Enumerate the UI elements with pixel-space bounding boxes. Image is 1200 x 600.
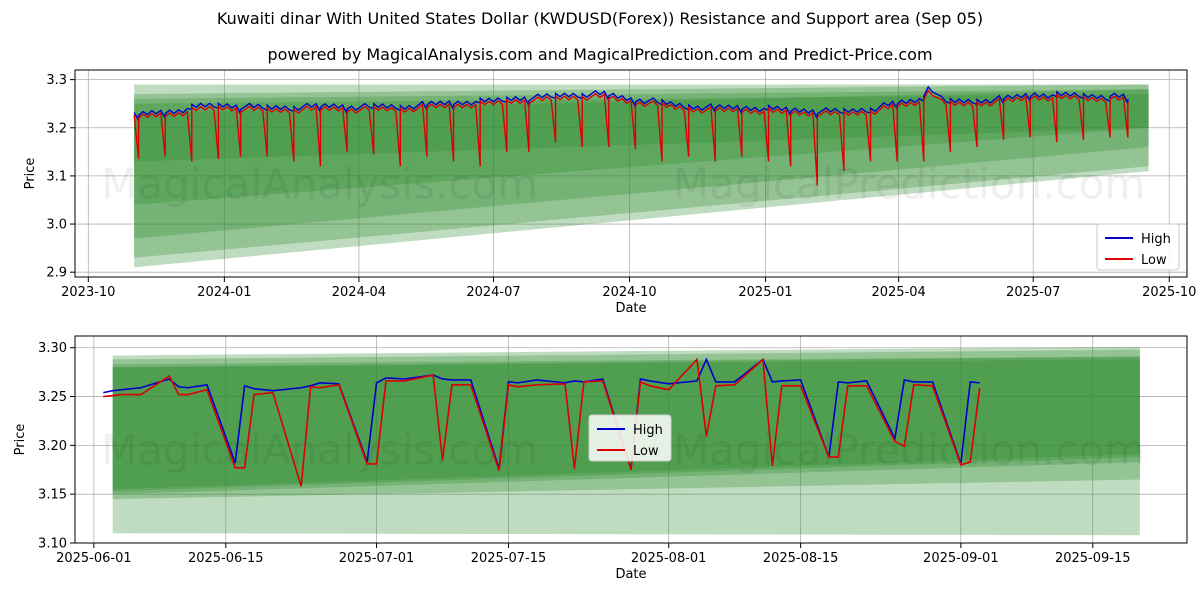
chart-subtitle: powered by MagicalAnalysis.com and Magic… xyxy=(267,45,933,64)
watermark-text: MagicalAnalysis.com xyxy=(101,159,538,208)
legend-label-low: Low xyxy=(633,444,659,459)
x-axis-label: Date xyxy=(615,567,646,582)
y-tick-label: 3.1 xyxy=(46,169,67,184)
legend: High Low xyxy=(1096,223,1180,271)
y-tick-label: 3.10 xyxy=(38,537,67,552)
y-axis-label: Price xyxy=(23,158,38,190)
y-tick-label: 3.15 xyxy=(38,488,67,503)
x-tick-label: 2024-10 xyxy=(602,285,656,300)
x-tick-label: 2024-07 xyxy=(466,285,520,300)
y-tick-label: 3.30 xyxy=(38,341,67,356)
x-tick-label: 2025-06-01 xyxy=(56,551,132,566)
y-axis-label: Price xyxy=(13,424,28,456)
series-group xyxy=(103,357,981,487)
y-tick-label: 3.25 xyxy=(38,390,67,405)
y-tick-label: 3.3 xyxy=(46,73,67,88)
high-series-line xyxy=(133,85,1129,124)
legend: High Low xyxy=(588,414,672,462)
resistance-support-band xyxy=(134,84,1149,205)
top-chart-panel: MagicalAnalysis.com MagicalPrediction.com… xyxy=(23,69,1196,316)
watermark-text: MagicalAnalysis.com xyxy=(101,425,538,474)
x-tick-label: 2025-09-15 xyxy=(1055,551,1131,566)
low-series-line xyxy=(133,89,1129,186)
legend-box xyxy=(1096,223,1180,271)
watermark-text: MagicalPrediction.com xyxy=(673,425,1146,474)
x-tick-label: 2024-01 xyxy=(197,285,251,300)
legend-box xyxy=(588,414,672,462)
y-tick-label: 2.9 xyxy=(46,266,67,281)
legend-label-low: Low xyxy=(1141,253,1167,268)
axes-frame xyxy=(74,69,1188,278)
x-tick-label: 2025-09-01 xyxy=(923,551,999,566)
series-group xyxy=(133,85,1129,186)
y-tick-label: 3.0 xyxy=(46,218,67,233)
x-axis-label: Date xyxy=(615,301,646,316)
axes-frame xyxy=(74,335,1188,544)
x-tick-label: 2025-07-01 xyxy=(339,551,415,566)
x-tick-label: 2024-04 xyxy=(332,285,386,300)
bottom-chart-panel: MagicalAnalysis.com MagicalPrediction.com… xyxy=(13,335,1188,582)
x-tick-label: 2025-08-15 xyxy=(763,551,839,566)
legend-label-high: High xyxy=(633,423,663,438)
y-tick-label: 3.20 xyxy=(38,439,67,454)
chart-title: Kuwaiti dinar With United States Dollar … xyxy=(216,9,984,28)
x-tick-label: 2025-04 xyxy=(871,285,925,300)
x-tick-label: 2025-10 xyxy=(1142,285,1196,300)
watermark-text: MagicalPrediction.com xyxy=(673,159,1146,208)
x-tick-label: 2025-07-15 xyxy=(471,551,547,566)
x-tick-label: 2025-01 xyxy=(738,285,792,300)
x-tick-label: 2025-08-01 xyxy=(631,551,707,566)
resistance-support-band xyxy=(134,84,1149,162)
high-series-line xyxy=(103,357,980,470)
y-tick-label: 3.2 xyxy=(46,121,67,136)
x-tick-label: 2025-06-15 xyxy=(188,551,264,566)
x-tick-label: 2025-07 xyxy=(1006,285,1060,300)
x-tick-label: 2023-10 xyxy=(61,285,115,300)
legend-label-high: High xyxy=(1141,232,1171,247)
low-series-line xyxy=(103,357,981,487)
